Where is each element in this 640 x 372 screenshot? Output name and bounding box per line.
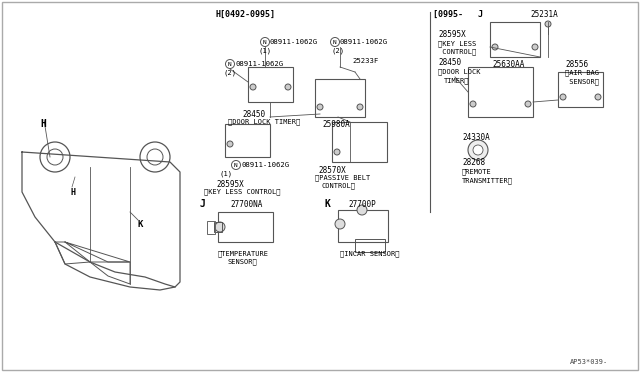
Text: (2): (2) — [223, 70, 237, 76]
Text: TRANSMITTER）: TRANSMITTER） — [462, 178, 513, 184]
Text: 28595X: 28595X — [216, 180, 244, 189]
Text: (1): (1) — [259, 48, 271, 54]
Bar — [355, 239, 385, 252]
Text: 24330A: 24330A — [462, 132, 490, 141]
Circle shape — [232, 160, 241, 170]
Text: （PASSIVE BELT: （PASSIVE BELT — [315, 175, 371, 181]
Circle shape — [215, 222, 225, 232]
Circle shape — [357, 104, 363, 110]
Text: （AIR BAG: （AIR BAG — [565, 70, 599, 76]
Circle shape — [285, 84, 291, 90]
Circle shape — [317, 104, 323, 110]
Circle shape — [250, 84, 256, 90]
Circle shape — [334, 149, 340, 155]
Circle shape — [525, 101, 531, 107]
Circle shape — [560, 94, 566, 100]
Circle shape — [545, 21, 551, 27]
Circle shape — [357, 205, 367, 215]
Circle shape — [330, 38, 339, 46]
Bar — [468, 67, 533, 117]
Text: （DOOR LOCK: （DOOR LOCK — [438, 69, 481, 75]
Text: 08911-1062G: 08911-1062G — [270, 39, 318, 45]
Text: H: H — [40, 119, 46, 129]
Text: 28570X: 28570X — [318, 166, 346, 174]
Text: 08911-1062G: 08911-1062G — [235, 61, 283, 67]
Circle shape — [492, 44, 498, 50]
Bar — [218, 212, 273, 242]
Circle shape — [595, 94, 601, 100]
Text: K: K — [138, 219, 143, 228]
Text: CONTROL）: CONTROL） — [322, 183, 356, 189]
Text: K: K — [325, 199, 331, 209]
Bar — [315, 79, 365, 117]
Text: 25980A: 25980A — [322, 119, 349, 128]
Text: N: N — [234, 163, 238, 167]
Bar — [248, 67, 293, 102]
Text: (1): (1) — [220, 171, 232, 177]
Text: 28450: 28450 — [438, 58, 461, 67]
Bar — [207, 221, 215, 234]
Text: 28268: 28268 — [462, 157, 485, 167]
Bar — [490, 22, 540, 57]
Text: 28450: 28450 — [242, 109, 265, 119]
Text: （KEY LESS CONTROL）: （KEY LESS CONTROL） — [204, 189, 280, 195]
Text: SENSOR）: SENSOR） — [565, 79, 599, 85]
Text: （KEY LESS: （KEY LESS — [438, 41, 476, 47]
Circle shape — [532, 44, 538, 50]
Text: TIMER）: TIMER） — [444, 78, 470, 84]
Circle shape — [225, 60, 234, 68]
Circle shape — [473, 145, 483, 155]
Text: （TEMPERATURE: （TEMPERATURE — [218, 251, 269, 257]
Text: CONTROL）: CONTROL） — [438, 49, 476, 55]
Text: [0995-   J: [0995- J — [433, 10, 483, 19]
Text: 28595X: 28595X — [438, 29, 466, 38]
Text: 25630AA: 25630AA — [492, 60, 524, 68]
Text: N: N — [263, 39, 267, 45]
Text: SENSOR）: SENSOR） — [228, 259, 258, 265]
Text: N: N — [228, 61, 232, 67]
Text: （REMOTE: （REMOTE — [462, 169, 492, 175]
Circle shape — [140, 142, 170, 172]
Text: 25233F: 25233F — [352, 58, 378, 64]
Text: 08911-1062G: 08911-1062G — [241, 162, 289, 168]
Text: H: H — [70, 187, 75, 196]
Bar — [332, 122, 387, 162]
Text: AP53*039-: AP53*039- — [570, 359, 608, 365]
Bar — [214, 222, 222, 232]
Text: (2): (2) — [332, 48, 344, 54]
Text: 08911-1062G: 08911-1062G — [340, 39, 388, 45]
Circle shape — [260, 38, 269, 46]
Bar — [338, 210, 388, 242]
Circle shape — [40, 142, 70, 172]
Text: H[0492-0995]: H[0492-0995] — [215, 10, 275, 19]
Bar — [558, 72, 603, 107]
Text: 27700P: 27700P — [348, 199, 376, 208]
Circle shape — [335, 219, 345, 229]
Bar — [225, 124, 270, 157]
Text: 25231A: 25231A — [530, 10, 557, 19]
Text: （DOOR LOCK TIMER）: （DOOR LOCK TIMER） — [228, 119, 300, 125]
Text: 27700NA: 27700NA — [230, 199, 262, 208]
Circle shape — [470, 101, 476, 107]
Text: 28556: 28556 — [565, 60, 588, 68]
Circle shape — [47, 149, 63, 165]
Circle shape — [468, 140, 488, 160]
Circle shape — [147, 149, 163, 165]
Text: （INCAR SENSOR）: （INCAR SENSOR） — [340, 251, 399, 257]
Circle shape — [227, 141, 233, 147]
Text: J: J — [200, 199, 206, 209]
Text: N: N — [333, 39, 337, 45]
